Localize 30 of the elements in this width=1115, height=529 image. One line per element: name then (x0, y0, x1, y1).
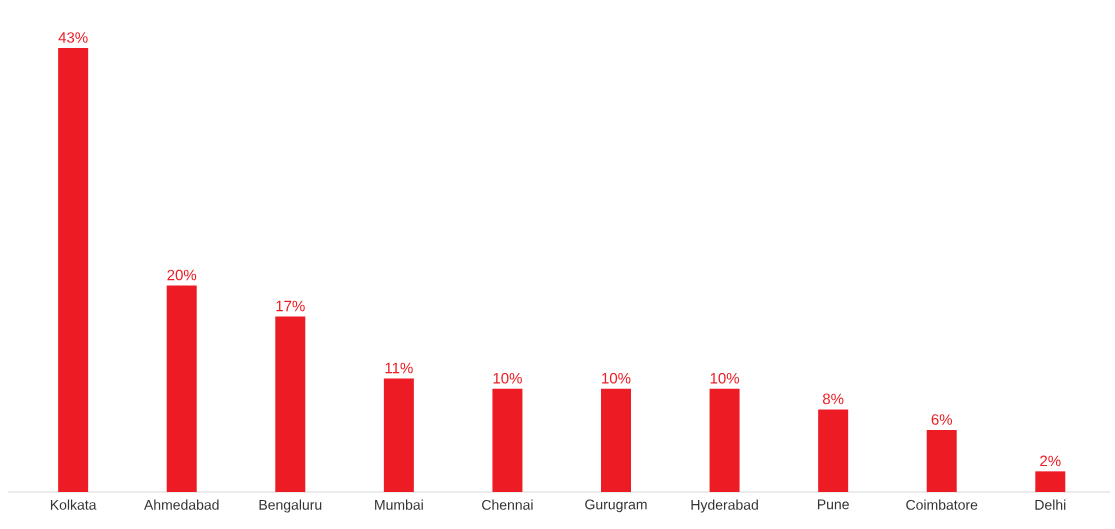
bar (709, 388, 740, 492)
bar (818, 409, 849, 492)
bar (58, 48, 89, 492)
data-label: 10% (602, 372, 631, 384)
bar (601, 388, 632, 492)
data-label: 20% (167, 269, 197, 281)
bar (492, 388, 523, 492)
data-label: 10% (493, 372, 522, 384)
x-tick-label: Gurugram (585, 499, 647, 513)
x-tick-label: Mumbai (375, 499, 423, 510)
bar (166, 285, 197, 492)
bar (1035, 471, 1066, 492)
x-tick-label: Chennai (482, 499, 533, 510)
bar (383, 378, 414, 492)
x-tick-label: Coimbatore (906, 499, 978, 510)
data-label: 17% (276, 300, 305, 312)
data-label: 10% (710, 372, 740, 384)
data-label: 2% (1040, 455, 1061, 467)
x-tick-label: Pune (817, 499, 849, 510)
x-tick-label: Kolkata (50, 499, 97, 510)
bar (926, 430, 957, 492)
data-label: 6% (931, 414, 953, 425)
x-tick-label: Bengaluru (259, 499, 322, 513)
data-label: 43% (58, 32, 88, 43)
x-tick-label: Delhi (1035, 499, 1066, 510)
data-label: 8% (822, 393, 844, 405)
x-tick-label: Hyderabad (691, 499, 758, 513)
data-label: 11% (385, 362, 413, 374)
bar (275, 316, 306, 492)
x-tick-label: Ahmedabad (144, 499, 219, 510)
